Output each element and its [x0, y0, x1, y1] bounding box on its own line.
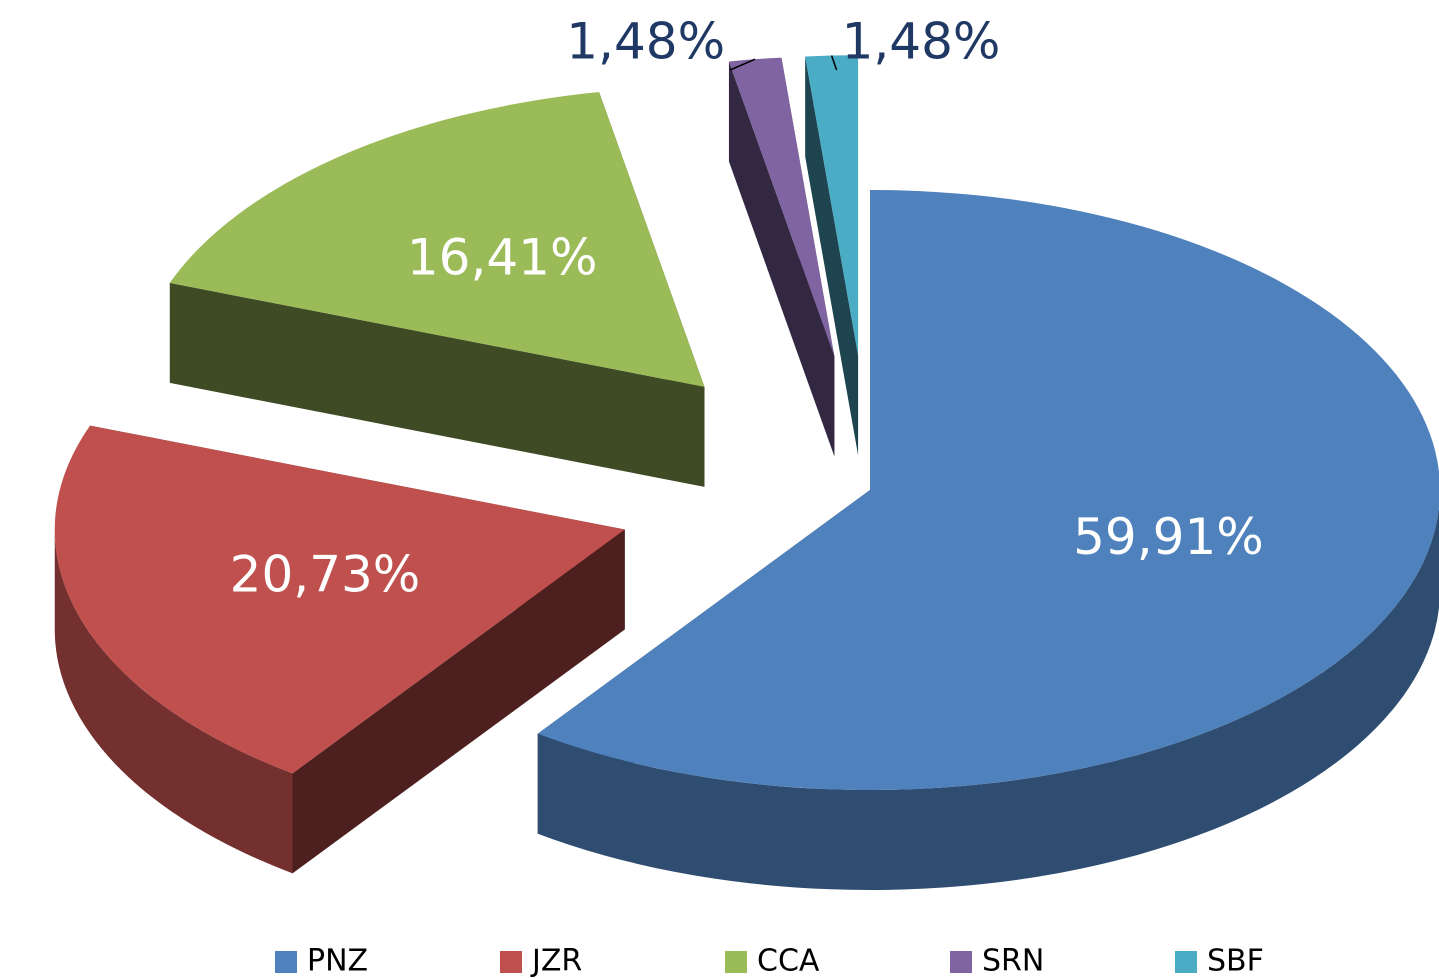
slice-tops: [54, 55, 1439, 790]
legend-label: SRN: [982, 944, 1044, 978]
legend-swatch: [500, 951, 522, 973]
leader-line: [830, 55, 838, 71]
slice: [54, 425, 625, 774]
legend-swatch: [725, 951, 747, 973]
data-label: 1,48%: [566, 13, 725, 71]
legend: PNZ JZR CCA SRN SBF: [275, 944, 1264, 978]
legend-swatch: [950, 951, 972, 973]
slice-side: [54, 529, 293, 874]
legend-label: JZR: [530, 944, 582, 978]
slice: [537, 190, 1439, 790]
slice: [805, 55, 859, 356]
slice-side: [728, 61, 835, 457]
slice: [169, 92, 705, 387]
data-label: 20,73%: [230, 545, 421, 603]
slice-side: [805, 56, 859, 456]
legend-swatch: [1175, 951, 1197, 973]
legend-label: PNZ: [307, 944, 368, 978]
legend-swatch: [275, 951, 297, 973]
slice-side: [292, 529, 625, 874]
data-label: 16,41%: [407, 228, 598, 286]
data-label: 1,48%: [842, 13, 1001, 71]
leader-line: [729, 58, 756, 71]
slice-side: [169, 282, 705, 487]
legend-label: SBF: [1207, 944, 1264, 978]
slice: [728, 57, 835, 357]
legend-label: CCA: [757, 944, 820, 978]
slice-side: [537, 507, 1439, 890]
data-label: 59,91%: [1073, 508, 1264, 566]
labels: 59,91% 20,73% 16,41% 1,48% 1,48%: [230, 13, 1264, 604]
